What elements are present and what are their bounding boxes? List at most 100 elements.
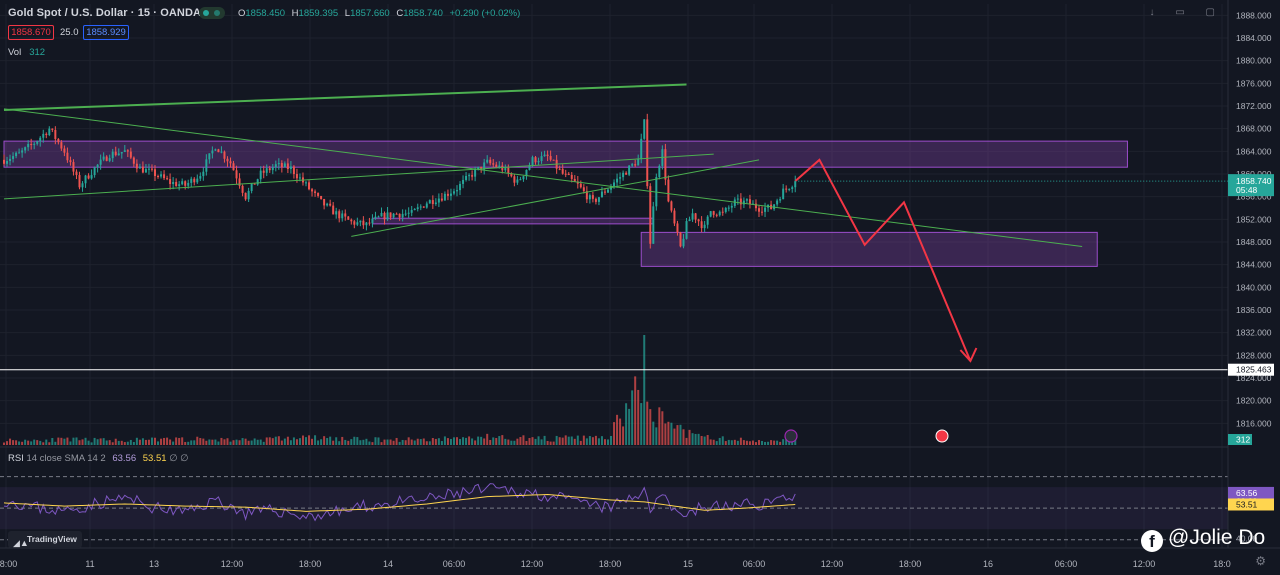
- candle-body: [147, 168, 150, 170]
- candle-body: [739, 198, 742, 205]
- volume-legend[interactable]: Vol 312: [8, 47, 46, 58]
- close-value: 1858.740: [403, 8, 443, 19]
- rsi-legend[interactable]: RSI 14 close SMA 14 2 63.56 53.51 ∅ ∅: [8, 453, 189, 464]
- volume-bar: [371, 442, 374, 445]
- volume-bar: [483, 438, 486, 445]
- candle-body: [715, 214, 718, 216]
- volume-bar: [150, 437, 153, 445]
- candle-body: [75, 171, 78, 176]
- candle-body: [181, 181, 184, 185]
- candle-body: [9, 158, 12, 161]
- volume-bar: [407, 437, 410, 445]
- candle-body: [588, 195, 591, 200]
- candle-body: [54, 129, 57, 139]
- volume-bar: [21, 441, 24, 445]
- volume-bar: [350, 439, 353, 445]
- volume-bar: [389, 439, 392, 445]
- volume-bar: [338, 441, 341, 445]
- candle-body: [214, 149, 217, 151]
- rsi-value-tag: [1228, 486, 1274, 499]
- volume-bar: [190, 440, 193, 445]
- volume-bar: [446, 438, 449, 445]
- volume-bar: [283, 438, 286, 445]
- volume-bar: [120, 440, 123, 445]
- candle-body: [93, 167, 96, 176]
- candle-body: [504, 167, 507, 171]
- candle-body: [111, 151, 114, 159]
- volume-bar: [443, 436, 446, 445]
- candle-body: [244, 192, 247, 200]
- volume-bar: [754, 442, 757, 445]
- price-tick-label: 1816.000: [1236, 418, 1272, 428]
- volume-bar: [392, 440, 395, 445]
- volume-bar: [57, 437, 60, 445]
- price-tick-label: 1864.000: [1236, 146, 1272, 156]
- candle-body: [389, 212, 392, 218]
- candle-body: [344, 213, 347, 217]
- volume-bar: [87, 440, 90, 445]
- candle-body: [742, 200, 745, 205]
- candle-body: [39, 137, 42, 142]
- volume-bar: [229, 441, 232, 445]
- volume-bar: [594, 435, 597, 445]
- volume-bar: [519, 437, 522, 445]
- market-status-icon[interactable]: [199, 7, 225, 19]
- volume-bar: [555, 435, 558, 445]
- candle-body: [613, 182, 616, 187]
- volume-bar: [501, 435, 504, 445]
- buy-price-button[interactable]: 1858.929: [83, 25, 129, 40]
- sell-price-button[interactable]: 1858.670: [8, 25, 54, 40]
- volume-bar: [320, 439, 323, 445]
- volume-bar: [329, 436, 332, 445]
- volume-bar: [344, 439, 347, 445]
- candle-body: [761, 211, 764, 213]
- candle-body: [643, 119, 646, 139]
- candle-body: [377, 216, 380, 218]
- tradingview-logo[interactable]: ◢▲ TradingView: [8, 531, 82, 548]
- time-tick-label: 12:00: [821, 559, 844, 569]
- candle-body: [144, 169, 147, 173]
- volume-bar: [205, 440, 208, 445]
- spread-value: 25.0: [60, 27, 79, 38]
- candle-body: [190, 178, 193, 183]
- volume-bar: [531, 437, 534, 445]
- pane-controls-icon[interactable]: ↓ ▭ ▢: [1149, 7, 1224, 18]
- volume-bar: [108, 440, 111, 445]
- symbol-legend[interactable]: Gold Spot / U.S. Dollar · 15 · OANDA: [8, 7, 201, 19]
- candle-body: [178, 184, 181, 187]
- trendline: [3, 83, 687, 111]
- volume-bar: [585, 438, 588, 445]
- volume-bar: [96, 439, 99, 445]
- candle-body: [446, 193, 449, 196]
- candle-body: [211, 150, 214, 154]
- volume-bar: [655, 427, 658, 445]
- volume-bar: [247, 440, 250, 445]
- candle-body: [256, 179, 259, 185]
- volume-bar: [326, 438, 329, 445]
- volume-bar: [126, 441, 129, 445]
- volume-bar: [78, 440, 81, 445]
- time-tick-label: 16: [983, 559, 993, 569]
- current-price-tag: [1228, 174, 1274, 197]
- candle-body: [160, 174, 163, 177]
- price-tick-label: 1856.000: [1236, 192, 1272, 202]
- candle-body: [440, 198, 443, 201]
- time-tick-label: 12:00: [1133, 559, 1156, 569]
- candle-body: [730, 205, 733, 208]
- volume-bar: [700, 435, 703, 445]
- volume-bar: [292, 437, 295, 445]
- candle-body: [579, 183, 582, 188]
- price-tick-label: 1880.000: [1236, 56, 1272, 66]
- candle-body: [724, 207, 727, 212]
- volume-bar: [36, 440, 39, 445]
- volume-bar: [537, 436, 540, 445]
- volume-bar: [576, 435, 579, 445]
- time-axis[interactable]: 18:00 11 13 12:00 18:00 14 06:00 12:00 18:00 15 06…: [0, 547, 1280, 569]
- level-price-label: 1825.463: [1236, 365, 1272, 375]
- price-axis[interactable]: 1888.000 1884.000 1880.000 1876.000 1872.000…: [795, 0, 1280, 575]
- candle-body: [90, 175, 93, 179]
- volume-bar: [449, 438, 452, 445]
- rsi-value-label: 63.56: [1236, 488, 1258, 498]
- settings-gear-icon[interactable]: ⚙: [1255, 554, 1266, 568]
